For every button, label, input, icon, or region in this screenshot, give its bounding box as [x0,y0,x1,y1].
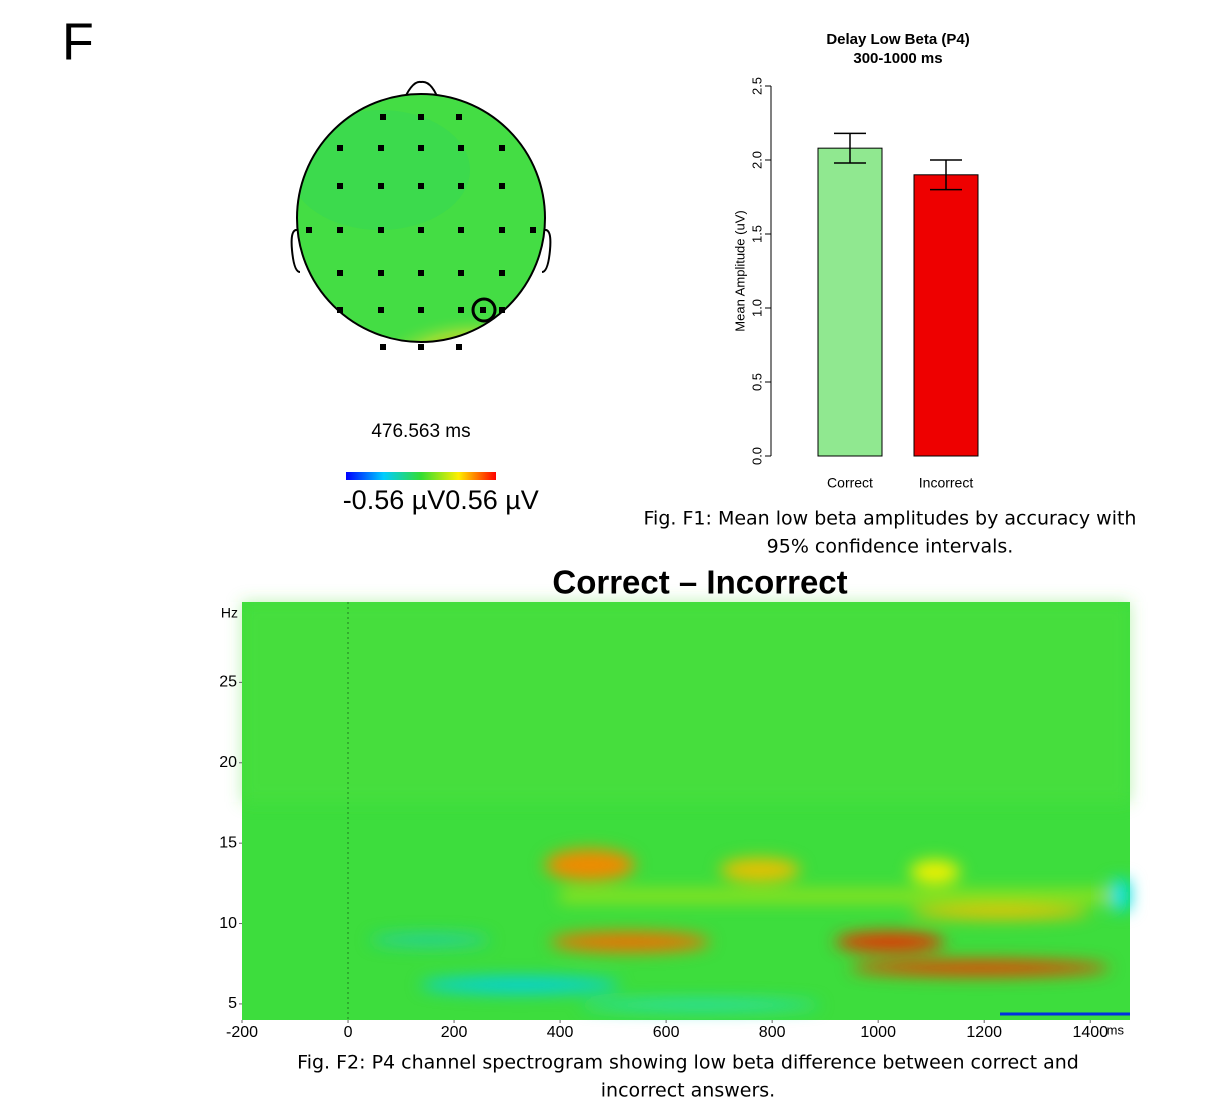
electrode [418,145,424,151]
electrode [456,114,462,120]
electrode [418,114,424,120]
electrode [337,145,343,151]
x-tick-label: 400 [547,1024,574,1041]
x-tick-label: 0 [344,1024,353,1041]
caption: incorrect answers. [601,1080,775,1102]
x-tick-label: Correct [827,475,873,491]
electrode [306,227,312,233]
electrode [499,183,505,189]
electrode [337,270,343,276]
electrode [378,270,384,276]
electrode [458,145,464,151]
electrode [337,227,343,233]
bar [817,147,883,457]
electrode [380,344,386,350]
electrode [499,145,505,151]
x-tick-label: 800 [759,1024,786,1041]
colorbar [346,472,496,480]
electrode [458,307,464,313]
bar [913,174,979,457]
x-tick-label: 600 [653,1024,680,1041]
electrode [499,307,505,313]
colorbar-max: 0.56 µV [445,485,539,515]
caption: Fig. F1: Mean low beta amplitudes by acc… [644,508,1137,530]
y-tick-label: 1.0 [749,299,764,317]
electrode [418,227,424,233]
electrode [378,227,384,233]
y-tick-label: 2.5 [749,77,764,95]
chart-title: Delay Low Beta (P4) [826,31,969,48]
caption: Fig. F2: P4 channel spectrogram showing … [297,1052,1079,1074]
x-tick-label: -200 [226,1024,258,1041]
electrode [458,270,464,276]
y-tick-label: 25 [219,674,237,691]
y-tick-label: 1.5 [749,225,764,243]
electrode [418,183,424,189]
electrode [378,183,384,189]
colorbar-min: -0.56 µV [343,485,446,515]
topomap [290,80,552,350]
chart-title: Correct – Incorrect [552,564,847,601]
electrode [378,307,384,313]
electrode [418,344,424,350]
electrode [456,344,462,350]
y-tick-label: 5 [228,995,237,1012]
electrode [380,114,386,120]
y-axis-label: Mean Amplitude (uV) [732,210,747,331]
x-unit: ms [1107,1022,1125,1037]
electrode [458,183,464,189]
y-tick-label: 0.5 [749,373,764,391]
y-tick-label: 2.0 [749,151,764,169]
topomap-time: 476.563 ms [371,421,470,442]
electrode [530,227,536,233]
electrode [337,307,343,313]
caption: 95% confidence intervals. [767,536,1014,558]
electrode [458,227,464,233]
y-tick-label: 20 [219,754,237,771]
chart-subtitle: 300-1000 ms [853,50,942,67]
x-tick-label: Incorrect [919,475,974,491]
x-tick-label: 1400 [1072,1024,1108,1041]
error-bar [930,159,962,191]
y-tick-label: 0.0 [749,447,764,465]
electrode [418,270,424,276]
electrode [337,183,343,189]
electrode [418,307,424,313]
y-unit: Hz [221,605,238,621]
panel-label: F [62,14,94,72]
y-tick-label: 15 [219,834,237,851]
y-tick-label: 10 [219,915,237,932]
spectrogram [242,602,1130,1020]
electrode [499,227,505,233]
electrode [499,270,505,276]
electrode [480,307,486,313]
x-tick-label: 1000 [860,1024,896,1041]
x-tick-label: 1200 [966,1024,1002,1041]
error-bar [834,132,866,164]
electrode [378,145,384,151]
x-tick-label: 200 [441,1024,468,1041]
